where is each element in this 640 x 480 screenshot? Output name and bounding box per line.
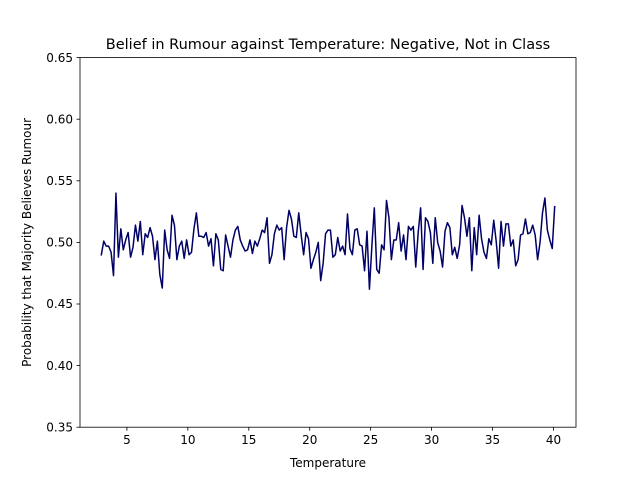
y-tick-label: 0.45 bbox=[46, 297, 73, 311]
plot-area bbox=[80, 57, 576, 428]
x-axis-ticks: 5 10 15 20 25 30 35 40 bbox=[123, 427, 561, 447]
y-tick-label: 0.55 bbox=[46, 174, 73, 188]
x-tick-label: 20 bbox=[302, 433, 317, 447]
chart-title: Belief in Rumour against Temperature: Ne… bbox=[106, 37, 550, 53]
series-line bbox=[100, 192, 556, 290]
x-tick-label: 5 bbox=[123, 433, 131, 447]
x-axis-label: Temperature bbox=[289, 456, 366, 470]
x-tick-label: 10 bbox=[180, 433, 195, 447]
y-axis-ticks: 0.35 0.40 0.45 0.50 0.55 0.60 0.65 bbox=[46, 51, 80, 434]
y-tick-label: 0.40 bbox=[46, 359, 73, 373]
y-tick-label: 0.35 bbox=[46, 420, 73, 434]
x-tick-label: 35 bbox=[485, 433, 500, 447]
x-tick-label: 30 bbox=[424, 433, 439, 447]
y-tick-label: 0.60 bbox=[46, 112, 73, 126]
x-tick-label: 25 bbox=[363, 433, 378, 447]
plot-frame bbox=[79, 57, 577, 428]
x-tick-label: 40 bbox=[546, 433, 561, 447]
y-tick-label: 0.65 bbox=[46, 51, 73, 65]
y-axis-label: Probability that Majority Believes Rumou… bbox=[20, 118, 34, 367]
y-tick-label: 0.50 bbox=[46, 236, 73, 250]
x-tick-label: 15 bbox=[241, 433, 256, 447]
